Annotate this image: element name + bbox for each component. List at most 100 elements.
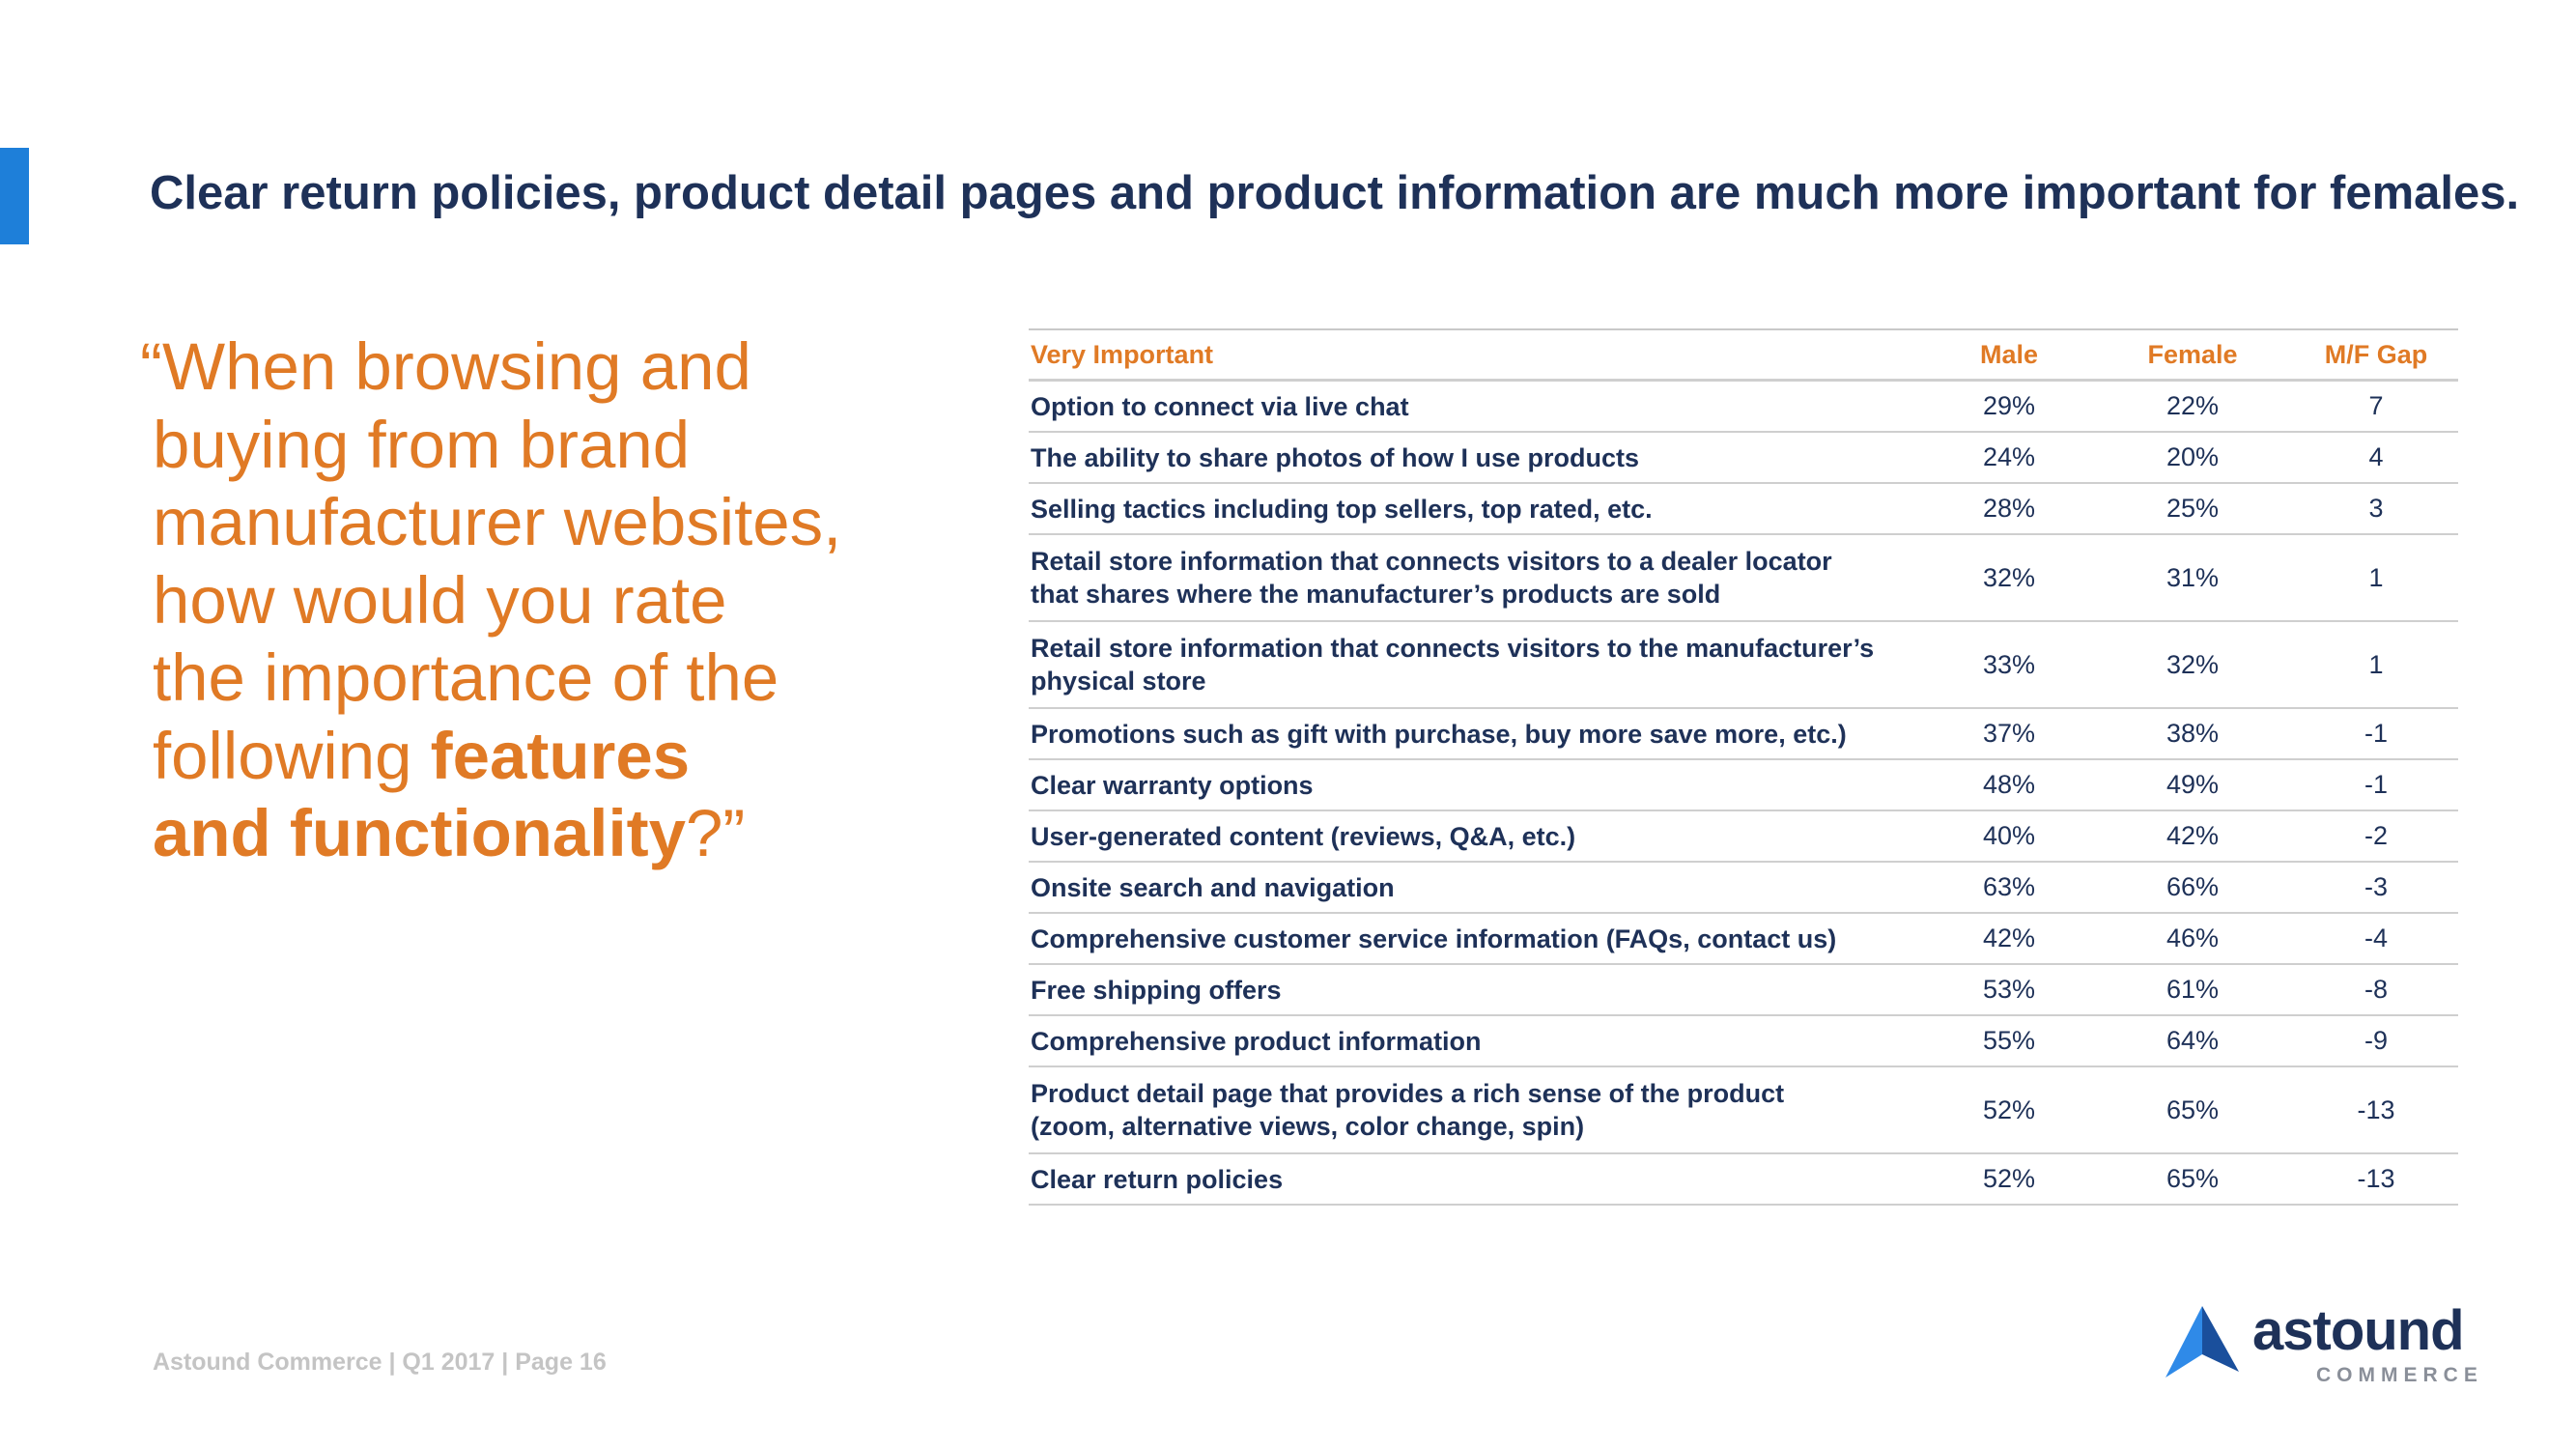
table-row: Promotions such as gift with purchase, b… <box>1029 708 2458 759</box>
quote-line: the importance of the <box>153 640 779 715</box>
cell-gap: -1 <box>2364 770 2388 799</box>
row-label: Selling tactics including top sellers, t… <box>1031 494 1653 524</box>
cell-gap: 7 <box>2368 391 2384 420</box>
cell-gap: -3 <box>2364 872 2388 901</box>
cell-gap: -9 <box>2364 1026 2388 1055</box>
quote-line: how would you rate <box>153 562 727 638</box>
table-row: Retail store information that connects v… <box>1029 534 2458 621</box>
row-label: The ability to share photos of how I use… <box>1031 442 1640 472</box>
row-label-line: Retail store information that connects v… <box>1031 634 1875 663</box>
quote-text: ?” <box>686 796 746 870</box>
cell-male: 52% <box>1982 1164 2036 1193</box>
cell-female: 65% <box>2166 1094 2220 1124</box>
row-label-line: (zoom, alternative views, color change, … <box>1031 1112 1585 1141</box>
cell-gap: 4 <box>2368 442 2384 471</box>
quote-line: manufacturer websites, <box>153 485 842 559</box>
column-header-feature: Very Important <box>1031 339 1214 369</box>
quote-line: and functionality?” <box>140 795 971 873</box>
table-row: User-generated content (reviews, Q&A, et… <box>1029 810 2458 862</box>
table-row: Selling tactics including top sellers, t… <box>1029 483 2458 534</box>
cell-gap: -2 <box>2364 821 2388 850</box>
importance-table-container: Very Important Male Female M/F Gap Optio… <box>1029 328 2458 1206</box>
row-label-line: Product detail page that provides a rich… <box>1031 1079 1785 1108</box>
cell-female: 49% <box>2166 770 2220 799</box>
cell-male: 33% <box>1982 649 2036 679</box>
row-label: Promotions such as gift with purchase, b… <box>1031 719 1847 749</box>
row-label: Clear warranty options <box>1031 770 1314 800</box>
row-label-line: Retail store information that connects v… <box>1031 547 1832 576</box>
importance-table: Very Important Male Female M/F Gap Optio… <box>1029 328 2458 1206</box>
row-label: Retail store information that connects v… <box>1029 534 1927 621</box>
cell-female: 66% <box>2166 872 2220 901</box>
cell-female: 31% <box>2166 562 2220 592</box>
table-row: Clear return policies 52% 65% -13 <box>1029 1153 2458 1205</box>
quote-line: “When browsing and <box>140 329 751 404</box>
quote-emphasis: and functionality <box>153 796 686 870</box>
cell-male: 24% <box>1982 442 2036 471</box>
column-header-female: Female <box>2147 339 2238 369</box>
cell-gap: 3 <box>2368 494 2384 523</box>
quote-line: buying from brand <box>153 407 691 482</box>
cell-male: 53% <box>1982 975 2036 1004</box>
cell-male: 48% <box>1982 770 2036 799</box>
table-row: Comprehensive customer service informati… <box>1029 913 2458 964</box>
row-label: Clear return policies <box>1031 1164 1284 1194</box>
table-row: Clear warranty options 48% 49% -1 <box>1029 759 2458 810</box>
table-row: Retail store information that connects v… <box>1029 621 2458 708</box>
quote-emphasis: features <box>430 718 691 793</box>
cell-male: 29% <box>1982 391 2036 420</box>
cell-gap: -13 <box>2357 1164 2395 1193</box>
cell-gap: -8 <box>2364 975 2388 1004</box>
row-label: Comprehensive customer service informati… <box>1031 923 1837 953</box>
cell-male: 37% <box>1982 719 2036 748</box>
row-label: Product detail page that provides a rich… <box>1029 1066 1927 1153</box>
logo-wordmark: astound <box>2252 1299 2465 1362</box>
survey-question-quote: “When browsing and buying from brand man… <box>140 328 971 873</box>
cell-female: 61% <box>2166 975 2220 1004</box>
cell-gap: -1 <box>2364 719 2388 748</box>
quote-line: following features <box>140 718 971 796</box>
table-row: The ability to share photos of how I use… <box>1029 432 2458 483</box>
astound-commerce-logo: astound COMMERCE <box>2164 1299 2477 1391</box>
cell-female: 42% <box>2166 821 2220 850</box>
cell-male: 63% <box>1982 872 2036 901</box>
row-label: Retail store information that connects v… <box>1029 621 1927 708</box>
cell-gap: 1 <box>2368 562 2384 592</box>
logo-subtitle: COMMERCE <box>2316 1364 2483 1386</box>
cell-female: 32% <box>2166 649 2220 679</box>
row-label: Onsite search and navigation <box>1031 872 1395 902</box>
cell-male: 40% <box>1982 821 2036 850</box>
cell-female: 20% <box>2166 442 2220 471</box>
table-row: Onsite search and navigation 63% 66% -3 <box>1029 862 2458 913</box>
cell-male: 28% <box>1982 494 2036 523</box>
table-row: Free shipping offers 53% 61% -8 <box>1029 964 2458 1015</box>
row-label: Comprehensive product information <box>1031 1026 1482 1056</box>
table-row: Product detail page that provides a rich… <box>1029 1066 2458 1153</box>
cell-female: 64% <box>2166 1026 2220 1055</box>
cell-male: 55% <box>1982 1026 2036 1055</box>
page-title: Clear return policies, product detail pa… <box>150 167 2520 219</box>
column-header-male: Male <box>1979 339 2039 369</box>
cell-male: 32% <box>1982 562 2036 592</box>
table-row: Option to connect via live chat 29% 22% … <box>1029 381 2458 432</box>
table-row: Comprehensive product information 55% 64… <box>1029 1015 2458 1066</box>
cell-female: 25% <box>2166 494 2220 523</box>
row-label: Free shipping offers <box>1031 975 1282 1005</box>
cell-gap: 1 <box>2368 649 2384 679</box>
table-header-row: Very Important Male Female M/F Gap <box>1029 329 2458 381</box>
accent-bar <box>0 148 29 244</box>
cell-gap: -4 <box>2364 923 2388 952</box>
row-label: Option to connect via live chat <box>1031 391 1409 421</box>
triangle-logo-icon <box>2166 1306 2239 1378</box>
page-footer: Astound Commerce | Q1 2017 | Page 16 <box>153 1349 607 1376</box>
cell-female: 46% <box>2166 923 2220 952</box>
row-label-line: physical store <box>1031 667 1206 696</box>
cell-male: 52% <box>1982 1094 2036 1124</box>
column-header-gap: M/F Gap <box>2324 339 2428 369</box>
quote-text: following <box>153 718 431 793</box>
cell-female: 65% <box>2166 1164 2220 1193</box>
row-label-line: that shares where the manufacturer’s pro… <box>1031 580 1721 609</box>
cell-female: 22% <box>2166 391 2220 420</box>
cell-female: 38% <box>2166 719 2220 748</box>
cell-gap: -13 <box>2357 1094 2395 1124</box>
